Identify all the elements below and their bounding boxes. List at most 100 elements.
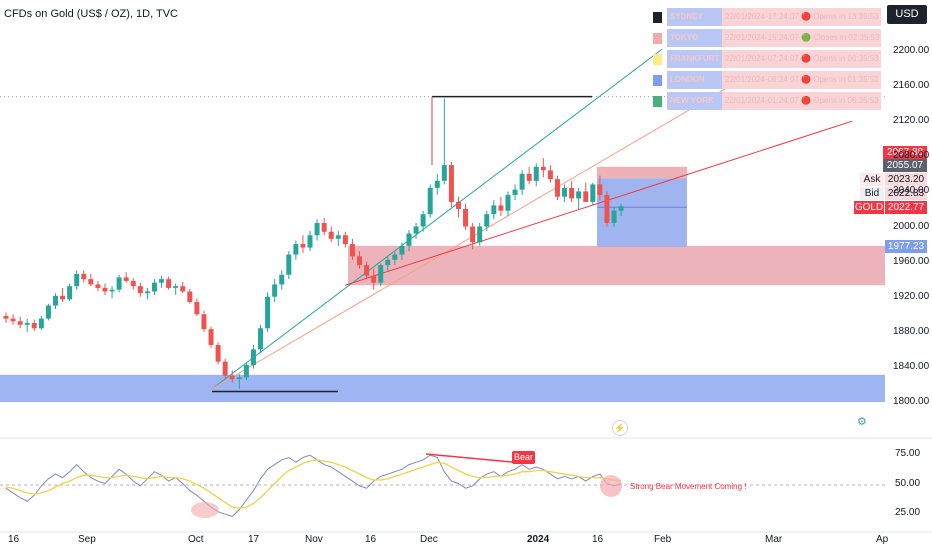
price-tick: 2160.00	[893, 80, 930, 92]
candle-body	[38, 318, 44, 329]
candle-body	[60, 295, 66, 300]
candle-body	[300, 244, 306, 248]
session-color-icon	[653, 12, 662, 23]
price-label-1977: 1977.23	[885, 240, 927, 253]
candle-body	[335, 235, 341, 239]
session-row: TOKYO 22/01/2024-15:24:07 🟢 Closes in 02:…	[653, 29, 881, 47]
candle-body	[364, 265, 370, 276]
time-tick: Ap	[876, 534, 889, 545]
time-tick: Oct	[188, 534, 204, 545]
currency-button[interactable]: USD	[887, 5, 927, 24]
lightning-icon[interactable]: ⚡	[612, 420, 628, 436]
time-tick: Nov	[305, 534, 323, 545]
candle-body	[498, 205, 504, 211]
session-status: 22/01/2024-15:24:07 🟢 Closes in 02:35:53	[722, 29, 881, 47]
candle-body	[533, 166, 539, 181]
session-status: 22/01/2024-01:24:07 🔴 Opens in 06:35:53	[722, 92, 881, 110]
candle-body	[328, 231, 334, 239]
price-tick: 1880.00	[893, 325, 930, 337]
candle-body	[569, 187, 575, 199]
candle-body	[201, 314, 207, 330]
symbol-label: GOLD	[854, 201, 884, 214]
session-status: 22/01/2024-17:24:07 🔴 Opens in 13:35:53	[722, 8, 881, 26]
candle-body	[378, 265, 384, 283]
rsi-oversold-highlight	[191, 502, 219, 518]
candle-body	[67, 286, 73, 300]
candle-body	[618, 206, 624, 211]
candle-body	[166, 279, 172, 288]
candle-body	[10, 318, 16, 322]
candle-body	[484, 214, 490, 227]
session-name: TOKYO	[667, 29, 722, 47]
candle-body	[250, 349, 256, 366]
time-tick: 16	[592, 534, 604, 545]
candle-body	[45, 305, 51, 319]
candle-body	[547, 170, 553, 180]
settings-gear-icon[interactable]: ⚙	[857, 416, 867, 428]
chart-title: CFDs on Gold (US$ / OZ), 1D, TVC	[4, 8, 179, 20]
candle-body	[116, 277, 122, 290]
session-status: 22/01/2024-06:24:07 🔴 Opens in 01:35:53	[722, 71, 881, 89]
candle-body	[491, 205, 497, 215]
candle-body	[31, 323, 37, 329]
candle-body	[540, 166, 546, 171]
candle-body	[392, 254, 398, 260]
price-tick: 2120.00	[893, 115, 930, 127]
candle-body	[286, 254, 292, 275]
candle-body	[448, 165, 454, 202]
price-tick: 1800.00	[893, 396, 930, 407]
session-color-icon	[653, 54, 662, 65]
price-tick: 1960.00	[893, 255, 930, 267]
candle-body	[526, 173, 532, 181]
price-tick: 1920.00	[893, 290, 930, 302]
candle-body	[74, 273, 80, 287]
candle-body	[576, 191, 582, 199]
last-price: 2022.77	[885, 201, 927, 214]
candle-body	[597, 184, 603, 195]
candle-body	[17, 321, 23, 325]
stop-zone	[597, 166, 687, 179]
ask-label: Ask	[860, 173, 884, 186]
session-row: FRANKFURT 22/01/2024-07:24:07 🔴 Opens in …	[653, 50, 881, 68]
candle-body	[463, 208, 469, 227]
target-zone	[597, 178, 687, 247]
candle-body	[590, 184, 596, 202]
candle-body	[137, 286, 143, 294]
trendline-green	[211, 48, 663, 390]
candle-body	[265, 296, 271, 329]
candle-body	[477, 226, 483, 243]
candle-body	[236, 377, 242, 380]
candle-body	[159, 279, 165, 283]
candle-body	[88, 279, 94, 285]
candle-body	[52, 295, 58, 306]
time-tick: 16	[365, 534, 377, 545]
rsi-tick: 75.00	[895, 448, 921, 459]
time-tick: Feb	[654, 534, 672, 545]
candle-body	[187, 291, 193, 302]
candle-body	[95, 284, 101, 288]
candle-body	[123, 277, 129, 281]
candle-body	[349, 244, 355, 257]
bid-price: 2022.83	[885, 187, 927, 200]
candle-body	[180, 286, 186, 292]
session-color-icon	[653, 75, 662, 86]
candle-body	[208, 329, 214, 345]
rsi-highlight-circle	[600, 475, 622, 497]
candle-body	[385, 259, 391, 266]
candle-body	[413, 226, 419, 234]
time-tick: 17	[248, 534, 260, 545]
candle-body	[371, 275, 377, 283]
candle-body	[258, 328, 264, 350]
candle-body	[24, 323, 30, 325]
session-name: FRANKFURT	[667, 50, 722, 68]
time-tick: Mar	[765, 534, 783, 545]
candle-body	[173, 286, 179, 288]
price-label-2067: 2067.88	[883, 146, 927, 159]
session-color-icon	[653, 96, 662, 107]
price-tick: 2040.00	[893, 185, 930, 197]
candle-body	[342, 235, 348, 245]
candle-body	[611, 210, 617, 223]
candle-body	[427, 187, 433, 215]
candle-body	[420, 214, 426, 227]
